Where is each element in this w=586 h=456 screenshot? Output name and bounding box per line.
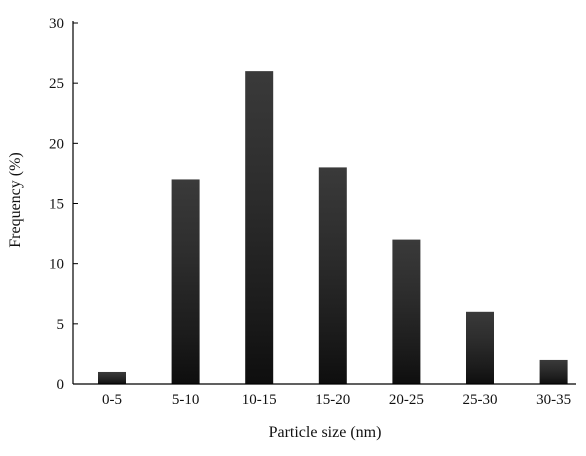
x-tick-label: 0-5 bbox=[102, 392, 122, 408]
bar-5-10 bbox=[171, 179, 200, 384]
y-tick-label: 5 bbox=[57, 317, 65, 333]
y-tick-label: 20 bbox=[49, 136, 64, 152]
bar-20-25 bbox=[392, 239, 421, 384]
bars-layer bbox=[98, 71, 568, 384]
y-tick-label: 25 bbox=[49, 76, 64, 92]
x-tick-label: 30-35 bbox=[536, 392, 571, 408]
y-tick-label: 0 bbox=[57, 377, 65, 393]
x-tick-label: 20-25 bbox=[389, 392, 424, 408]
bar-10-15 bbox=[245, 71, 274, 384]
bar-25-30 bbox=[466, 311, 494, 384]
x-tick-label: 15-20 bbox=[315, 392, 350, 408]
bar-30-35 bbox=[539, 359, 568, 384]
bar-0-5 bbox=[98, 371, 126, 384]
y-axis-title: Frequency (%) bbox=[7, 152, 24, 248]
x-axis: 0-5 5-10 10-15 15-20 20-25 25-30 30-35 bbox=[73, 383, 576, 408]
y-tick-label: 30 bbox=[49, 16, 64, 32]
y-tick-label: 10 bbox=[49, 257, 64, 273]
x-axis-title: Particle size (nm) bbox=[269, 424, 382, 441]
x-tick-label: 10-15 bbox=[242, 392, 277, 408]
x-tick-label: 25-30 bbox=[463, 392, 498, 408]
y-axis: 0 5 10 15 20 25 30 bbox=[49, 16, 78, 393]
y-tick-label: 15 bbox=[49, 197, 64, 213]
x-tick-label: 5-10 bbox=[172, 392, 200, 408]
bar-15-20 bbox=[318, 167, 347, 384]
